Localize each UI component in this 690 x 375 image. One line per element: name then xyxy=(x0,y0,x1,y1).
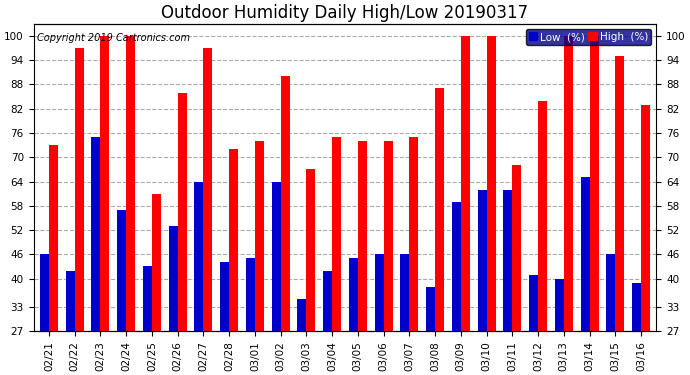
Bar xyxy=(255,141,264,331)
Bar xyxy=(220,262,229,331)
Bar xyxy=(529,274,538,331)
Bar xyxy=(152,194,161,331)
Bar xyxy=(323,270,332,331)
Text: Copyright 2019 Cartronics.com: Copyright 2019 Cartronics.com xyxy=(37,33,190,43)
Bar xyxy=(435,88,444,331)
Bar xyxy=(375,254,384,331)
Bar xyxy=(195,182,204,331)
Bar xyxy=(503,190,513,331)
Bar xyxy=(477,190,486,331)
Bar xyxy=(607,254,615,331)
Bar xyxy=(426,287,435,331)
Bar xyxy=(281,76,290,331)
Bar xyxy=(75,48,83,331)
Bar xyxy=(513,165,522,331)
Bar xyxy=(246,258,255,331)
Bar xyxy=(486,36,495,331)
Bar xyxy=(204,48,213,331)
Bar xyxy=(40,254,49,331)
Bar xyxy=(564,36,573,331)
Bar xyxy=(332,137,341,331)
Title: Outdoor Humidity Daily High/Low 20190317: Outdoor Humidity Daily High/Low 20190317 xyxy=(161,4,529,22)
Bar xyxy=(461,36,470,331)
Bar xyxy=(92,137,101,331)
Bar xyxy=(538,100,547,331)
Bar xyxy=(126,36,135,331)
Bar xyxy=(66,270,75,331)
Bar xyxy=(229,149,238,331)
Bar xyxy=(580,177,589,331)
Bar xyxy=(143,267,152,331)
Bar xyxy=(641,105,650,331)
Bar xyxy=(101,36,110,331)
Bar xyxy=(272,182,281,331)
Bar xyxy=(168,226,177,331)
Bar xyxy=(117,210,126,331)
Bar xyxy=(358,141,367,331)
Bar xyxy=(555,279,564,331)
Bar xyxy=(632,283,641,331)
Bar xyxy=(452,202,461,331)
Bar xyxy=(306,170,315,331)
Bar xyxy=(384,141,393,331)
Bar xyxy=(177,93,187,331)
Bar xyxy=(349,258,358,331)
Bar xyxy=(49,145,58,331)
Bar xyxy=(400,254,409,331)
Bar xyxy=(589,36,598,331)
Bar xyxy=(615,56,624,331)
Bar xyxy=(409,137,418,331)
Legend: Low  (%), High  (%): Low (%), High (%) xyxy=(526,29,651,45)
Bar xyxy=(297,299,306,331)
